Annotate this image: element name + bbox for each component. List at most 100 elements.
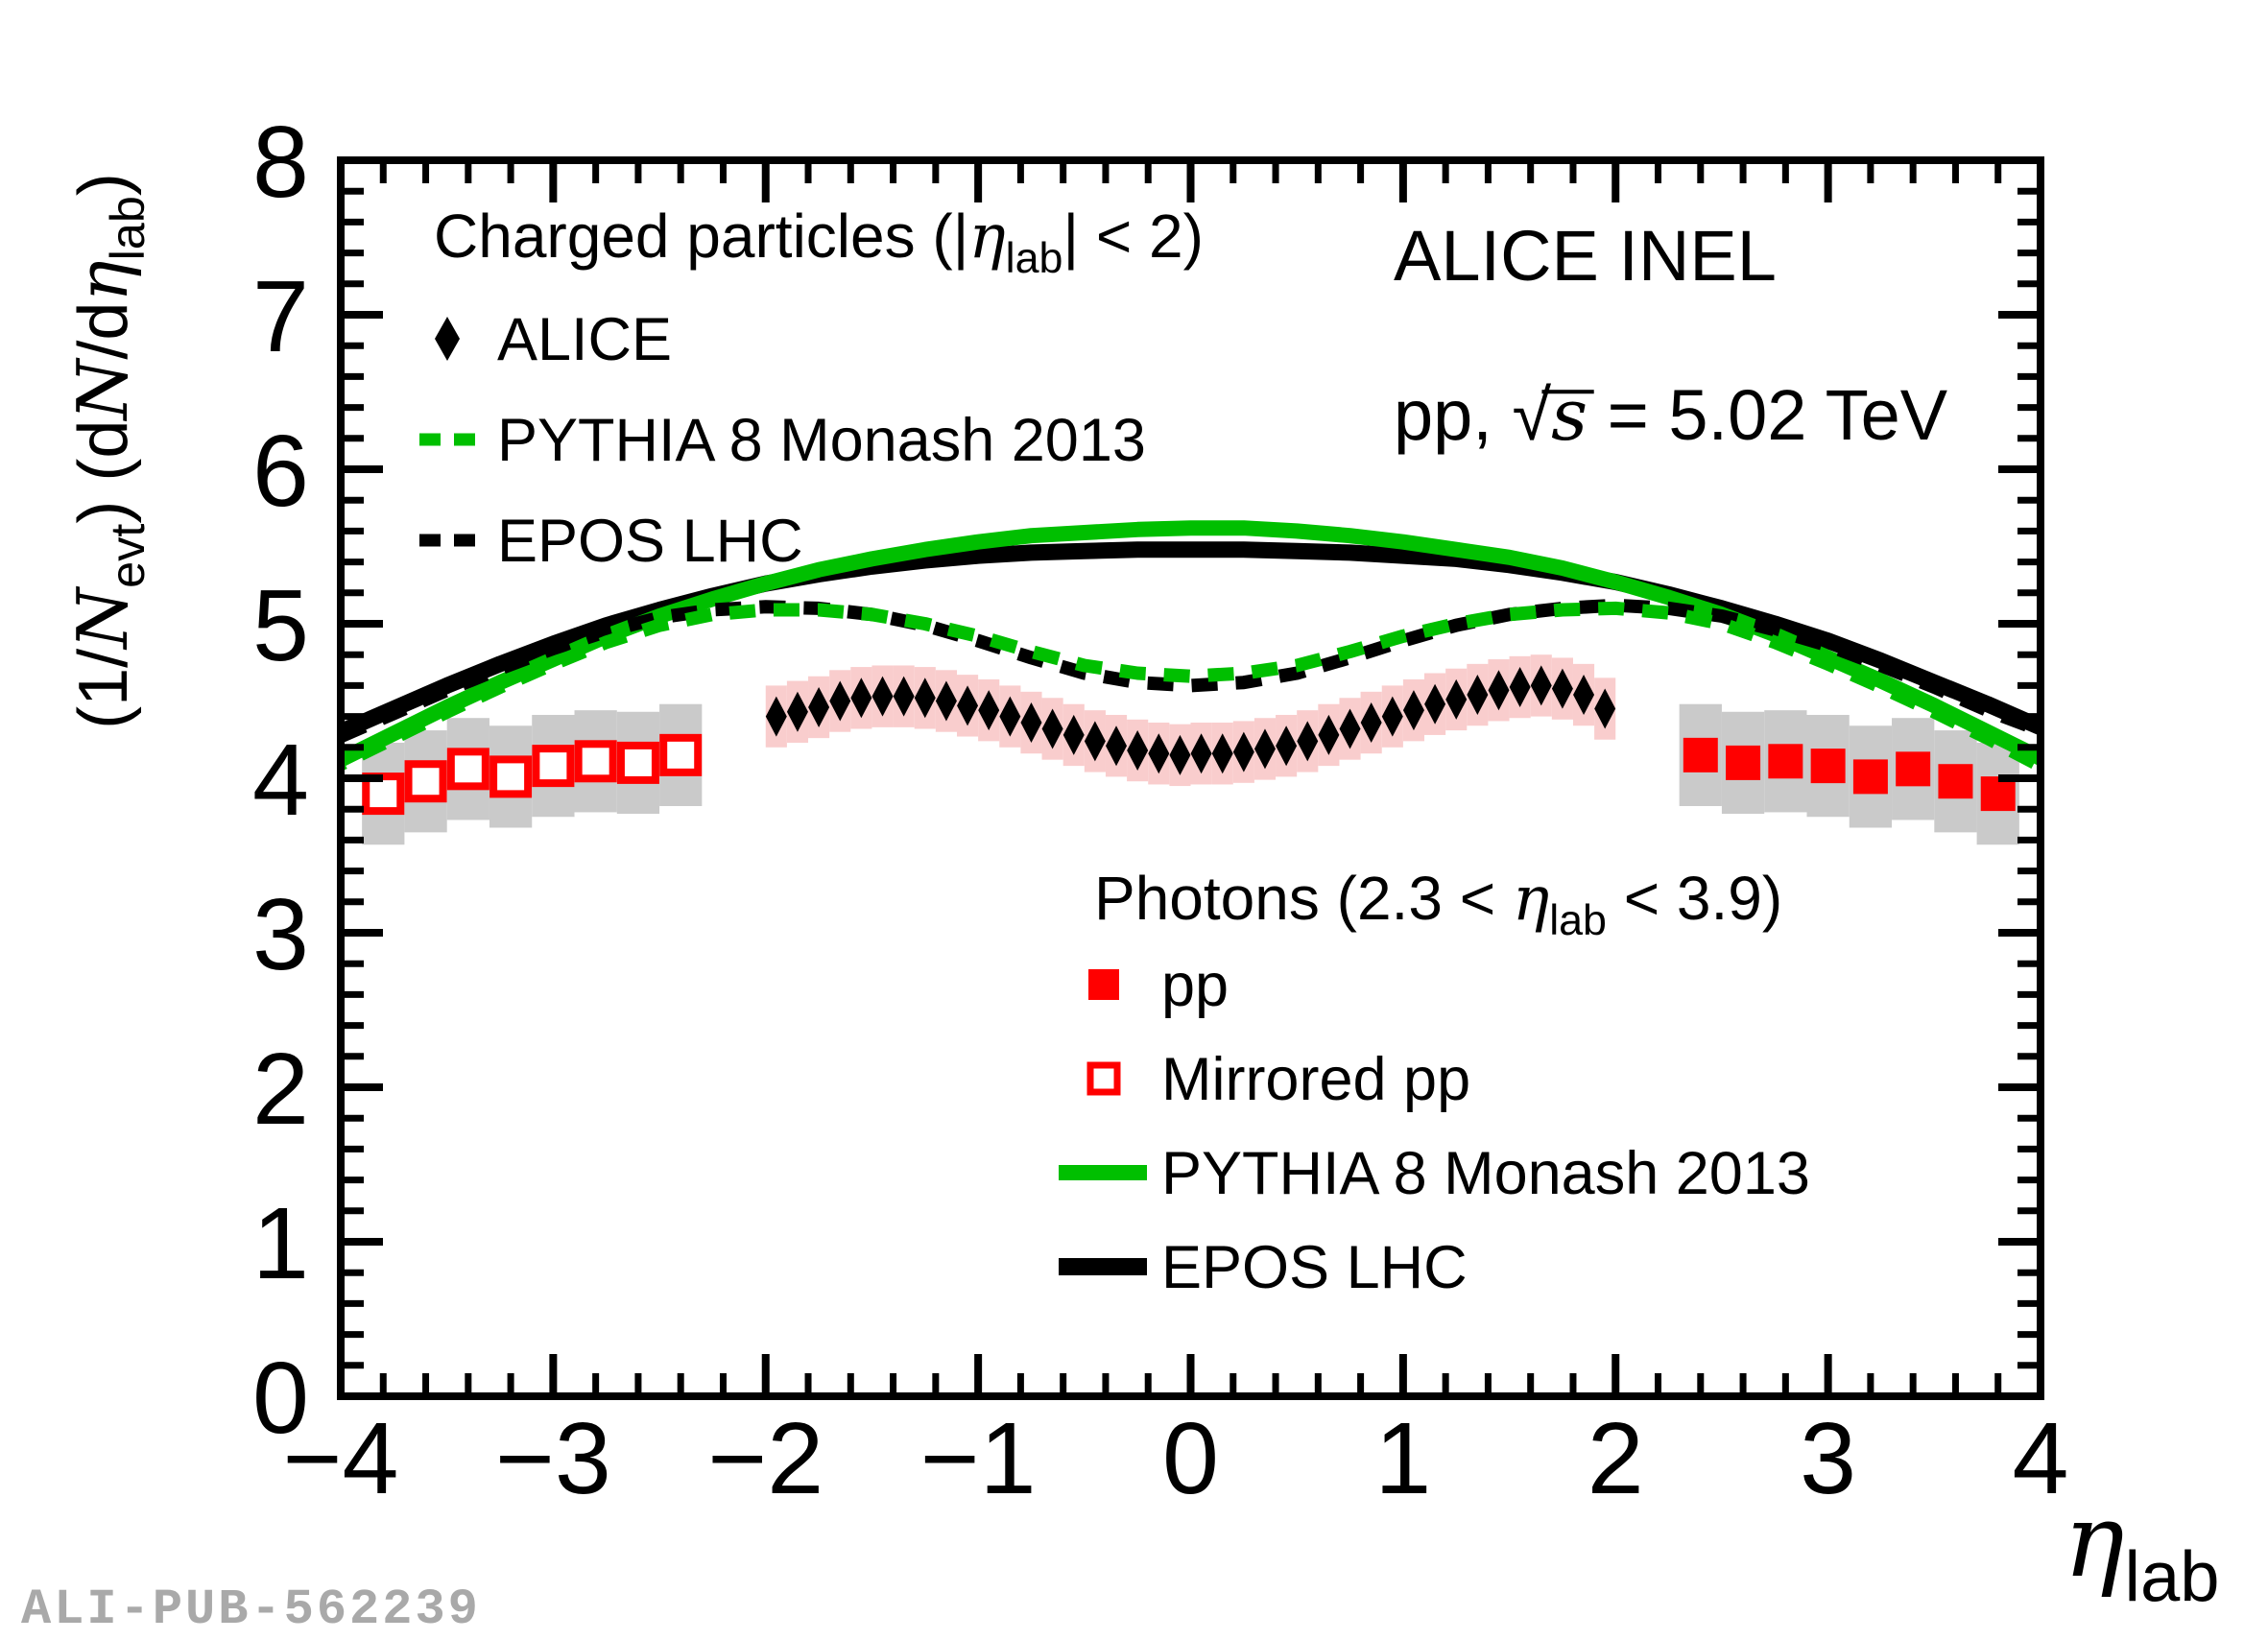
legend-charged-item-label: PYTHIA 8 Monash 2013 [497,407,1146,474]
alice-diamond-marker [1402,690,1424,731]
alice-diamond-marker [871,676,894,717]
scatter-square-open [362,733,703,816]
pp-square-marker [1810,749,1846,784]
pp-square-marker [1938,764,1973,799]
annotation-energy: pp, √s = 5.02 TeV [1394,374,1948,457]
alice-diamond-marker [1339,708,1361,749]
x-tick-label: 2 [1588,1402,1644,1515]
pp-square-marker [1980,776,2016,812]
pp-square-marker [1768,744,1803,779]
mirrored-pp-square-marker [532,745,575,788]
scatter-square [1683,737,2016,812]
mirrored-pp-square-marker [362,772,405,816]
alice-diamond-marker [1424,683,1446,725]
alice-diamond-marker [829,680,851,722]
y-axis-title: (1/Nevt) (dN/dηlab) [62,173,155,729]
alice-diamond-marker [1084,721,1106,762]
alice-diamond-marker [1041,708,1063,749]
alice-diamond-marker [1467,675,1489,716]
alice-diamond-marker [1488,670,1510,711]
pp-square-marker [1683,737,1718,772]
alice-diamond-marker [1276,725,1298,767]
alice-diamond-marker [1148,733,1170,774]
legend-photons-item-label: Mirrored pp [1161,1046,1470,1113]
mirrored-pp-square-marker [404,760,447,803]
x-tick-label: −3 [495,1402,611,1515]
x-tick-label: 3 [1800,1402,1856,1515]
x-tick-label: −1 [920,1402,1037,1515]
y-tick-label: 7 [252,260,309,373]
alice-diamond-marker [808,686,830,727]
x-axis-title: ηlab [2064,1482,2220,1617]
alice-diamond-marker [786,691,808,732]
alice-diamond-marker [914,677,936,719]
legend-charged-item-label: ALICE [497,306,672,373]
alice-diamond-marker [1062,714,1085,755]
alice-diamond-marker [765,696,787,737]
y-tick-label: 5 [252,569,309,682]
watermark: ALI-PUB-562239 [21,1581,481,1638]
annotation-alice-inel: ALICE INEL [1394,216,1777,296]
alice-diamond-marker [850,677,872,719]
sqrt-overline [1541,390,1594,394]
y-tick-label: 0 [252,1342,309,1455]
alice-diamond-marker [1445,678,1468,720]
y-tick-label: 3 [252,878,309,991]
x-tick-label: 1 [1374,1402,1431,1515]
alice-diamond-marker [1253,728,1276,770]
alice-diamond-marker [1594,688,1616,729]
alice-diamond-marker [1381,696,1403,737]
alice-diamond-marker [1211,733,1233,774]
mirrored-pp-square-marker [489,755,533,798]
legend-photons-title: Photons (2.3 < ηlab < 3.9) [1094,864,1782,944]
alice-diamond-marker [1551,668,1573,709]
x-tick-label: 4 [2013,1402,2069,1515]
y-tick-label: 4 [252,724,309,837]
alice-diamond-marker [1509,667,1531,708]
legend-charged-item-label: EPOS LHC [497,508,803,575]
axis-ticks [337,156,2044,1400]
alice-diamond-marker [893,676,915,717]
mirrored-pp-square-marker [616,741,659,784]
alice-diamond-marker [999,696,1021,737]
y-tick-label: 2 [252,1033,309,1146]
alice-diamond-marker [1127,730,1149,772]
pp-square-marker [1726,745,1761,780]
curve-dashed [341,601,2041,772]
alice-diamond-marker [957,685,979,726]
legend-photons-item-label: PYTHIA 8 Monash 2013 [1161,1140,1810,1207]
alice-diamond-marker [1232,731,1254,772]
alice-diamond-marker [1169,734,1191,775]
y-tick-label: 8 [252,106,309,219]
alice-diamond-marker [1530,665,1552,706]
alice-diamond-marker [935,680,957,722]
scatter-diamond [765,665,1616,775]
plot-area [341,520,2041,845]
y-tick-label: 1 [252,1187,309,1300]
mirrored-pp-square-marker [659,733,703,776]
alice-diamond-marker [1297,721,1319,762]
legend-photons-item-label: pp [1161,952,1229,1019]
alice-diamond-marker [1360,702,1382,744]
pp-square-marker [1852,759,1888,795]
pp-square-marker [1896,751,1931,787]
alice-diamond-marker [978,690,1000,731]
mirrored-pp-square-marker [574,740,617,783]
legend-square-marker [1088,969,1119,1000]
x-tick-label: −2 [707,1402,824,1515]
curve-dashed [341,598,2041,743]
alice-diamond-marker [1573,675,1595,716]
legend-diamond-marker [435,317,460,361]
legend-open-square-marker [1086,1061,1121,1096]
x-tick-label: −4 [283,1402,399,1515]
y-tick-label: 6 [252,415,309,528]
mirrored-pp-square-marker [446,748,489,791]
alice-diamond-marker [1106,725,1128,767]
legend-photons-item-label: EPOS LHC [1161,1234,1468,1301]
legend-charged-title: Charged particles (|ηlab| < 2) [434,202,1204,282]
alice-diamond-marker [1318,714,1340,755]
x-tick-label: 0 [1162,1402,1219,1515]
sys-band [765,654,1616,787]
